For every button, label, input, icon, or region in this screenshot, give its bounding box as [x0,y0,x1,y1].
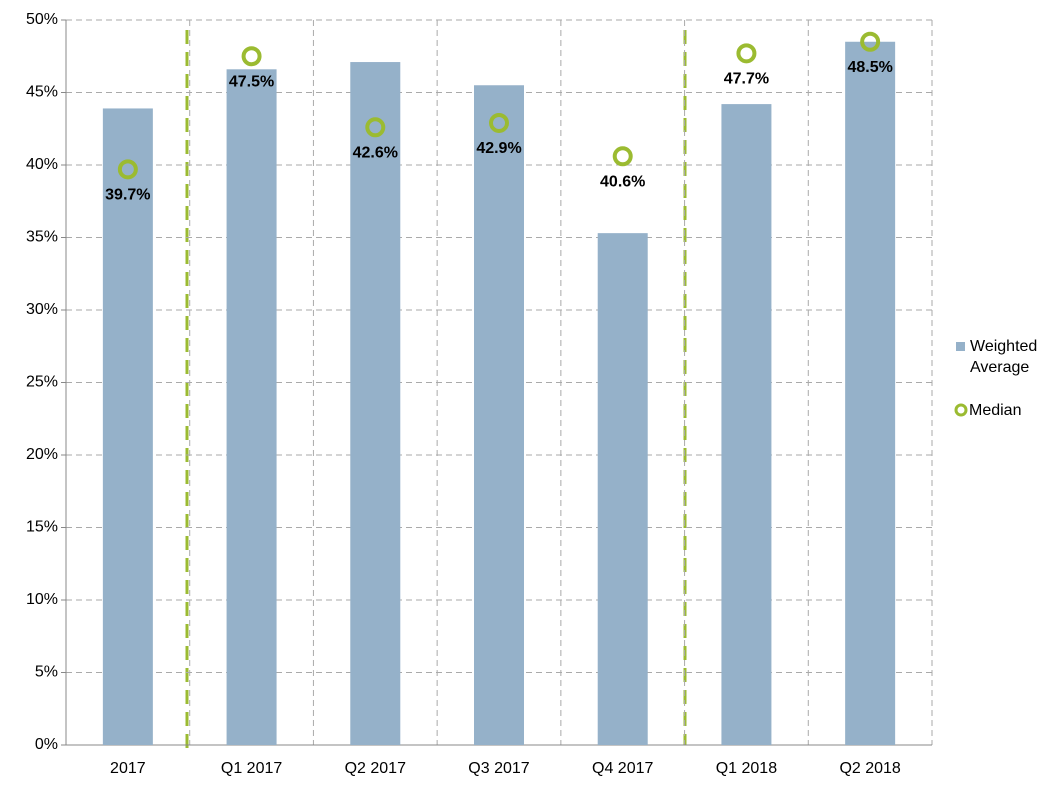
bar [102,108,153,745]
y-tick-label: 20% [26,446,58,463]
bar [226,69,277,746]
x-tick-label: Q3 2017 [468,760,529,777]
data-label: 47.7% [724,71,769,88]
median-marker [117,159,138,180]
legend-label: Median [969,402,1021,419]
data-label: 39.7% [105,187,150,204]
median-marker [736,43,757,64]
x-tick-label: 2017 [110,760,146,777]
y-tick-label: 50% [26,11,58,28]
y-tick-label: 15% [26,519,58,536]
x-tick-label: Q1 2017 [221,760,282,777]
x-tick-label: Q1 2018 [716,760,777,777]
median-marker [241,46,262,67]
y-tick-label: 40% [26,156,58,173]
bar [474,85,524,745]
data-label: 40.6% [600,174,645,191]
bar [845,41,896,745]
legend-swatch [956,342,965,351]
y-tick-label: 10% [26,591,58,608]
x-tick-label: Q4 2017 [592,760,653,777]
y-tick-label: 30% [26,301,58,318]
x-tick-label: Q2 2017 [345,760,406,777]
data-label: 47.5% [229,73,274,90]
median-marker [365,117,386,138]
median-marker [489,112,509,133]
y-tick-label: 5% [35,664,58,681]
median-marker [860,31,881,52]
bar [350,62,401,746]
legend-marker [954,403,968,417]
data-label: 42.9% [476,140,521,157]
bar [597,233,648,745]
x-tick-label: Q2 2018 [839,760,900,777]
bar [721,104,772,746]
y-tick-label: 35% [26,229,58,246]
data-label: 48.5% [847,59,892,76]
y-tick-label: 0% [35,736,58,753]
y-tick-label: 45% [26,84,58,101]
data-label: 42.6% [353,145,398,162]
y-tick-label: 25% [26,374,58,391]
median-marker [612,146,633,167]
legend-label: Weighted Average [970,338,1037,376]
